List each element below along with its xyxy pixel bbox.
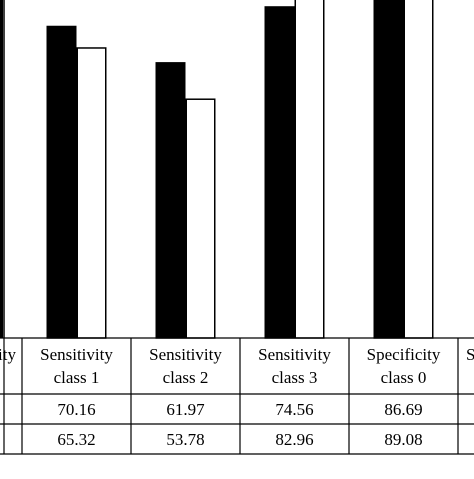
bar-series1-4 [373,0,404,339]
data-label-series1-3: 74.56 [275,400,313,419]
bar-series1-2 [155,62,186,339]
bar-series1-3 [264,6,295,339]
bar-series1-1 [46,25,77,339]
category-label-2-line2: class 2 [163,368,209,387]
category-label-5-line1: S [466,345,474,364]
data-label-series1-2: 61.97 [166,400,205,419]
data-label-series1-4: 86.69 [384,400,422,419]
bar-series2-3 [294,0,325,339]
category-label-1-line1: Sensitivity [40,345,113,364]
data-label-series2-2: 53.78 [166,430,204,449]
data-label-series2-3: 82.96 [275,430,313,449]
category-label-3-line2: class 3 [272,368,318,387]
category-label-3-line1: Sensitivity [258,345,331,364]
category-label-1-line2: class 1 [54,368,100,387]
bar-series1-partial [0,0,3,338]
data-label-series2-4: 89.08 [384,430,422,449]
bars-layer [0,0,434,339]
category-label-4-line1: Specificity [367,345,441,364]
bar-series2-4 [403,0,434,339]
data-table: ity Sensitivity class 1 Sensitivity class 2 S… [0,337,474,455]
data-label-series2-1: 65.32 [57,430,95,449]
category-label-2-line1: Sensitivity [149,345,222,364]
category-label-0-line1: ity [0,345,16,364]
category-label-4-line2: class 0 [381,368,427,387]
bar-series2-2 [185,98,216,339]
bar-series2-1 [76,47,107,339]
data-label-series1-1: 70.16 [57,400,95,419]
